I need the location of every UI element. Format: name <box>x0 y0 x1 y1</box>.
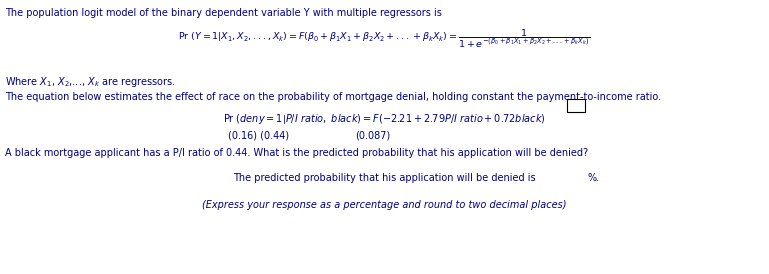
Text: The population logit model of the binary dependent variable Y with multiple regr: The population logit model of the binary… <box>5 8 442 18</box>
Text: The equation below estimates the effect of race on the probability of mortgage d: The equation below estimates the effect … <box>5 92 661 102</box>
Text: Where $X_1$, $X_2$,..., $X_k$ are regressors.: Where $X_1$, $X_2$,..., $X_k$ are regres… <box>5 75 176 89</box>
Text: %.: %. <box>588 173 600 183</box>
Text: Pr $\left(Y=1\middle|X_1, X_2,..., X_k\right) = F\left(\beta_0+\beta_1 X_1+\beta: Pr $\left(Y=1\middle|X_1, X_2,..., X_k\r… <box>178 28 591 50</box>
Bar <box>567 99 585 112</box>
Text: (0.16) (0.44): (0.16) (0.44) <box>228 130 289 140</box>
Text: The predicted probability that his application will be denied is: The predicted probability that his appli… <box>233 173 536 183</box>
Text: A black mortgage applicant has a P/I ratio of 0.44. What is the predicted probab: A black mortgage applicant has a P/I rat… <box>5 148 588 158</box>
Text: Pr $\left(deny=1\middle|P/I\ ratio,\ black\right) = F(-2.21+2.79P/I\ ratio+0.72b: Pr $\left(deny=1\middle|P/I\ ratio,\ bla… <box>223 112 546 126</box>
Text: (Express your response as a percentage and round to two decimal places): (Express your response as a percentage a… <box>202 200 567 210</box>
Text: (0.087): (0.087) <box>355 130 390 140</box>
